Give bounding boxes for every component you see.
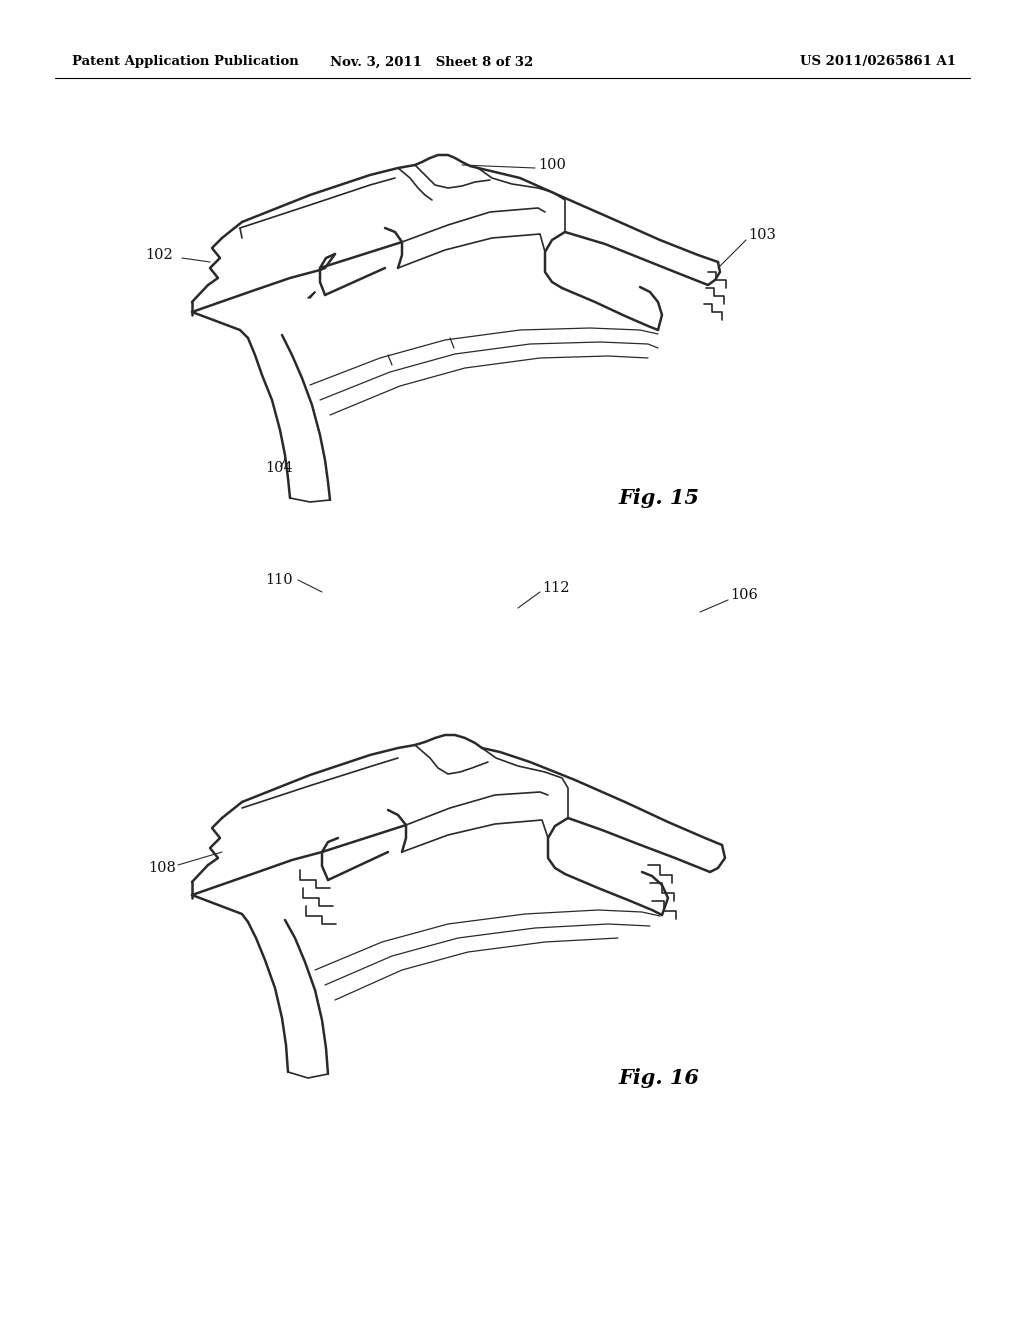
Text: 106: 106 — [730, 587, 758, 602]
Text: Patent Application Publication: Patent Application Publication — [72, 55, 299, 69]
Text: 108: 108 — [148, 861, 176, 875]
Text: Nov. 3, 2011   Sheet 8 of 32: Nov. 3, 2011 Sheet 8 of 32 — [331, 55, 534, 69]
Text: 110: 110 — [265, 573, 293, 587]
Text: US 2011/0265861 A1: US 2011/0265861 A1 — [800, 55, 956, 69]
Text: Fig. 16: Fig. 16 — [618, 1068, 698, 1088]
Text: Fig. 15: Fig. 15 — [618, 488, 698, 508]
Text: 102: 102 — [145, 248, 173, 261]
Text: 103: 103 — [748, 228, 776, 242]
Text: 100: 100 — [538, 158, 566, 172]
Text: 104: 104 — [265, 461, 293, 475]
Text: 112: 112 — [542, 581, 569, 595]
